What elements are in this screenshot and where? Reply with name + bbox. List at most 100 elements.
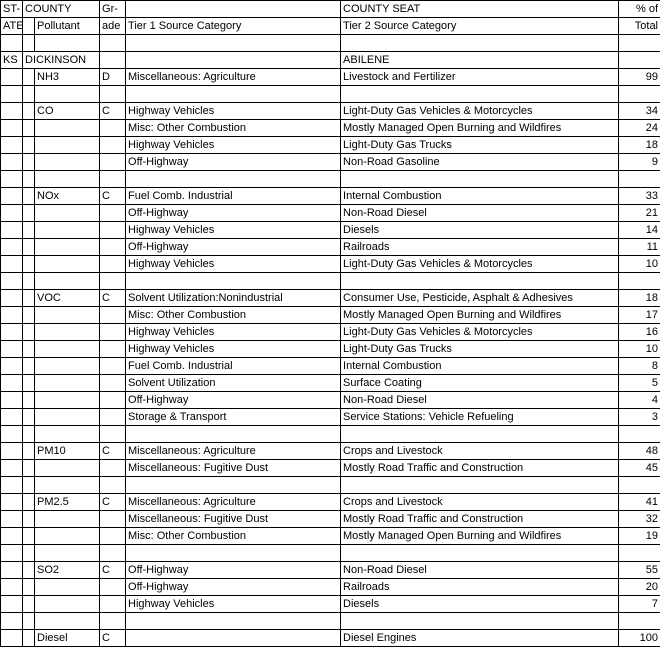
cell-pollutant xyxy=(35,528,100,545)
cell-state xyxy=(1,358,23,375)
cell-sp xyxy=(23,460,35,477)
cell-pollutant xyxy=(35,35,100,52)
cell-pollutant xyxy=(35,460,100,477)
table-row xyxy=(1,426,660,443)
table-row xyxy=(1,477,660,494)
cell-grade xyxy=(100,273,126,290)
cell-tier2 xyxy=(341,273,619,290)
cell-pct: 16 xyxy=(619,324,660,341)
cell-grade xyxy=(100,120,126,137)
cell-grade xyxy=(100,613,126,630)
cell-tier2: Surface Coating xyxy=(341,375,619,392)
cell-tier1: Highway Vehicles xyxy=(126,256,341,273)
table-row: COCHighway VehiclesLight-Duty Gas Vehicl… xyxy=(1,103,660,120)
cell-sp xyxy=(23,86,35,103)
cell-pollutant: PM2.5 xyxy=(35,494,100,511)
cell-pollutant xyxy=(35,613,100,630)
cell-grade: C xyxy=(100,103,126,120)
cell-sp xyxy=(23,477,35,494)
cell-pct: 32 xyxy=(619,511,660,528)
cell-state xyxy=(1,375,23,392)
table-row: Misc: Other CombustionMostly Managed Ope… xyxy=(1,528,660,545)
cell-grade: C xyxy=(100,188,126,205)
cell-pollutant: CO xyxy=(35,103,100,120)
table-row: PM10CMiscellaneous: AgricultureCrops and… xyxy=(1,443,660,460)
cell-tier2: Railroads xyxy=(341,239,619,256)
cell-tier1: Highway Vehicles xyxy=(126,324,341,341)
cell-sp xyxy=(23,222,35,239)
cell-tier2: Light-Duty Gas Vehicles & Motorcycles xyxy=(341,256,619,273)
cell-pct: 18 xyxy=(619,290,660,307)
cell-tier2: Diesels xyxy=(341,222,619,239)
cell-grade xyxy=(100,222,126,239)
hdr-pollutant: Pollutant xyxy=(35,18,100,35)
cell-tier1 xyxy=(126,426,341,443)
cell-pct: 24 xyxy=(619,120,660,137)
cell-state xyxy=(1,409,23,426)
cell-state xyxy=(1,426,23,443)
cell-tier2: Diesel Engines xyxy=(341,630,619,647)
hdr-tier1: Tier 1 Source Category xyxy=(126,18,341,35)
cell-pct: 55 xyxy=(619,562,660,579)
cell-state xyxy=(1,562,23,579)
cell-grade xyxy=(100,205,126,222)
table-row: VOCCSolvent Utilization:NonindustrialCon… xyxy=(1,290,660,307)
cell-tier1: Miscellaneous: Fugitive Dust xyxy=(126,511,341,528)
cell-tier2 xyxy=(341,171,619,188)
cell-state xyxy=(1,579,23,596)
header-row-1: ST- COUNTY Gr- COUNTY SEAT % of xyxy=(1,1,660,18)
cell-tier2: Mostly Road Traffic and Construction xyxy=(341,511,619,528)
hdr-sp xyxy=(23,18,35,35)
table-row: Highway VehiclesLight-Duty Gas Trucks10 xyxy=(1,341,660,358)
cell-pct xyxy=(619,35,660,52)
cell-state xyxy=(1,460,23,477)
cell-grade xyxy=(100,256,126,273)
cell-tier1 xyxy=(126,477,341,494)
cell-tier2: Non-Road Diesel xyxy=(341,205,619,222)
cell-sp xyxy=(23,35,35,52)
cell-sp xyxy=(23,494,35,511)
table-row: Highway VehiclesLight-Duty Gas Vehicles … xyxy=(1,256,660,273)
cell-grade xyxy=(100,409,126,426)
cell-pollutant xyxy=(35,120,100,137)
cell-tier2: Light-Duty Gas Vehicles & Motorcycles xyxy=(341,103,619,120)
cell-sp xyxy=(23,137,35,154)
cell-sp xyxy=(23,205,35,222)
cell-grade xyxy=(100,324,126,341)
cell-state xyxy=(1,324,23,341)
cell-pct: 18 xyxy=(619,137,660,154)
cell-tier2 xyxy=(341,613,619,630)
cell-tier2 xyxy=(341,477,619,494)
cell-grade xyxy=(100,358,126,375)
hdr-ade: ade xyxy=(100,18,126,35)
cell-state xyxy=(1,307,23,324)
cell-state xyxy=(1,188,23,205)
hdr-grade: Gr- xyxy=(100,1,126,18)
cell-pollutant xyxy=(35,358,100,375)
cell-grade xyxy=(100,375,126,392)
cell-tier1: Highway Vehicles xyxy=(126,341,341,358)
cell-state xyxy=(1,528,23,545)
table-row: Highway VehiclesDiesels7 xyxy=(1,596,660,613)
cell-grade xyxy=(100,579,126,596)
table-row: Off-HighwayRailroads11 xyxy=(1,239,660,256)
cell-sp xyxy=(23,358,35,375)
cell-grade: C xyxy=(100,562,126,579)
cell-pct: 34 xyxy=(619,103,660,120)
table-row: Highway VehiclesLight-Duty Gas Trucks18 xyxy=(1,137,660,154)
hdr-tier2: Tier 2 Source Category xyxy=(341,18,619,35)
cell-tier2: Light-Duty Gas Trucks xyxy=(341,137,619,154)
cell-tier1: Off-Highway xyxy=(126,239,341,256)
cell-tier1: Off-Highway xyxy=(126,579,341,596)
cell-grade xyxy=(100,477,126,494)
cell-pollutant xyxy=(35,426,100,443)
cell-pct: 33 xyxy=(619,188,660,205)
cell-tier1: Solvent Utilization:Nonindustrial xyxy=(126,290,341,307)
cell-pollutant xyxy=(35,256,100,273)
cell-state: KS xyxy=(1,52,23,69)
cell-pollutant xyxy=(35,273,100,290)
cell-grade xyxy=(100,341,126,358)
cell-pollutant xyxy=(35,392,100,409)
cell-tier2: Internal Combustion xyxy=(341,188,619,205)
cell-grade xyxy=(100,307,126,324)
